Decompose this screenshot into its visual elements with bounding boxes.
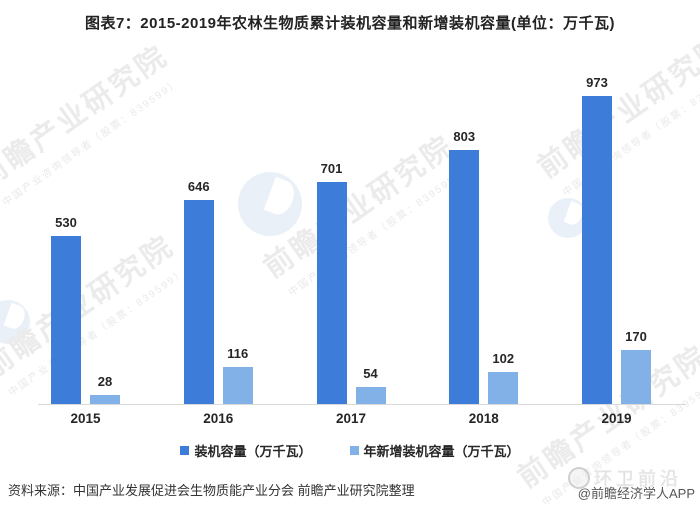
- legend-label-cumulative: 装机容量（万千瓦）: [194, 444, 312, 459]
- x-axis-label-2015: 2015: [70, 411, 101, 426]
- x-axis-label-2018: 2018: [468, 411, 499, 426]
- value-label-new-2015: 28: [97, 374, 113, 389]
- account-stamp-logo-icon: [568, 467, 590, 489]
- value-label-new-2016: 116: [227, 346, 249, 361]
- bar-new-2017: [355, 387, 386, 404]
- bar-cumulative-2017: [316, 182, 347, 404]
- bar-cumulative-2015: [51, 236, 81, 404]
- value-label-cumulative-2019: 973: [586, 75, 608, 90]
- bar-new-2018: [488, 372, 519, 404]
- bar-new-2019: [621, 350, 651, 404]
- bar-cumulative-2016: [183, 200, 214, 404]
- value-label-new-2017: 54: [363, 366, 378, 381]
- bar-new-2016: [222, 367, 253, 404]
- chart-title: 图表7：2015-2019年农林生物质累计装机容量和新增装机容量(单位：万千瓦): [84, 15, 616, 32]
- account-stamp-text: 环卫前沿: [594, 469, 682, 490]
- legend-swatch-cumulative: [180, 446, 190, 455]
- bar-cumulative-2018: [449, 150, 480, 404]
- x-axis-label-2016: 2016: [203, 411, 234, 426]
- data-source-note: 资料来源：中国产业发展促进会生物质能产业分会 前瞻产业研究院整理: [8, 483, 415, 498]
- legend-swatch-new: [349, 446, 359, 455]
- x-axis-label-2017: 2017: [335, 411, 367, 426]
- legend-item-cumulative: 装机容量（万千瓦）: [180, 441, 312, 460]
- credit-text: @前瞻经济学人APP: [577, 486, 695, 501]
- legend-label-new: 年新增装机容量（万千瓦）: [363, 444, 520, 459]
- chart-legend: 装机容量（万千瓦） 年新增装机容量（万千瓦）: [0, 441, 700, 460]
- value-label-cumulative-2018: 803: [453, 129, 476, 144]
- legend-item-new: 年新增装机容量（万千瓦）: [349, 441, 520, 460]
- value-label-cumulative-2015: 530: [55, 215, 77, 230]
- x-axis-label-2019: 2019: [601, 411, 632, 426]
- x-axis-line: [38, 404, 686, 405]
- bar-cumulative-2019: [582, 96, 612, 404]
- account-stamp: 环卫前沿: [568, 465, 682, 491]
- value-label-cumulative-2017: 701: [320, 161, 343, 176]
- value-label-new-2018: 102: [492, 351, 515, 366]
- value-label-new-2019: 170: [625, 329, 647, 344]
- bar-new-2015: [90, 395, 120, 404]
- value-label-cumulative-2016: 646: [187, 179, 210, 194]
